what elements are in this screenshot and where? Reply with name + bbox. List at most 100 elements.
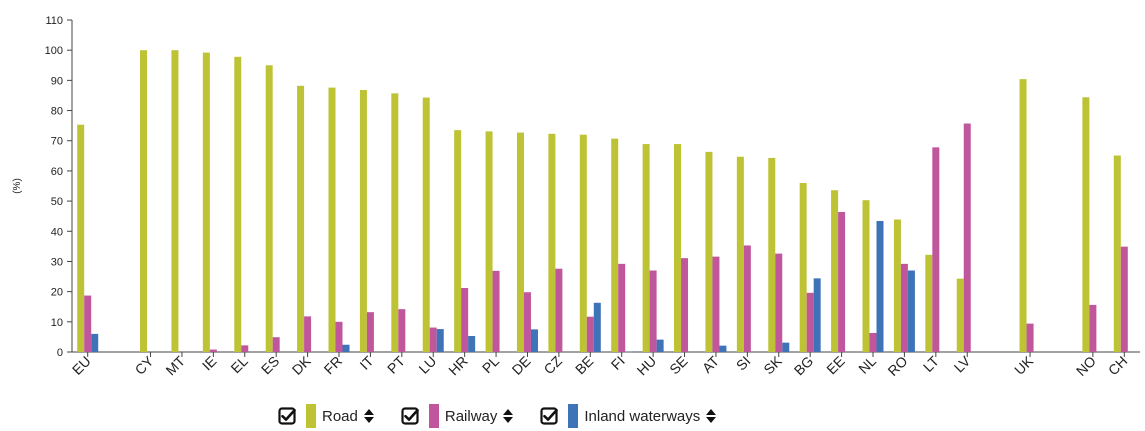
bar-railway-hu	[649, 270, 657, 352]
bar-road-fi	[611, 138, 619, 352]
bar-inland-waterways-ro	[907, 270, 915, 352]
checked-box-icon[interactable]	[278, 407, 296, 425]
x-tick-label: PL	[479, 353, 503, 377]
bar-railway-ro	[900, 263, 908, 352]
bar-inland-waterways-nl	[876, 221, 884, 352]
legend-item-railway[interactable]: Railway	[401, 404, 515, 428]
bar-road-de	[516, 132, 524, 352]
bar-road-lu	[422, 97, 430, 352]
bar-road-pl	[485, 131, 493, 352]
bar-road-el	[234, 56, 242, 353]
x-tick-label: MT	[162, 352, 188, 378]
bar-railway-ie	[209, 349, 217, 352]
y-tick-label: 30	[51, 256, 63, 268]
bar-chart: 0 10 20 30 40 50 60 70 80 90 100 110 (%) EU CY MT IE EL ES…	[12, 15, 1140, 379]
x-tick-label: SE	[666, 353, 691, 378]
x-tick-label: CY	[132, 352, 158, 378]
bar-railway-ch	[1120, 246, 1128, 352]
bar-railway-dk	[304, 316, 312, 352]
y-tick-label: 90	[51, 75, 63, 87]
x-tick-label: CZ	[540, 352, 565, 377]
bar-road-uk	[1019, 79, 1027, 352]
bar-railway-uk	[1026, 323, 1034, 352]
sort-icon[interactable]	[502, 407, 514, 425]
bar-inland-waterways-be	[593, 302, 601, 352]
x-tick-label: FI	[608, 353, 628, 373]
bar-railway-el	[241, 345, 249, 352]
bar-inland-waterways-eu	[91, 333, 99, 352]
sort-icon[interactable]	[363, 407, 375, 425]
bar-road-at	[705, 151, 713, 352]
x-tick-label: DE	[509, 353, 534, 378]
y-tick-label: 80	[51, 106, 63, 118]
bar-inland-waterways-lu	[436, 329, 444, 352]
x-tick-label: NO	[1073, 353, 1099, 379]
checked-box-icon[interactable]	[540, 407, 559, 425]
x-tick-label: BE	[572, 353, 597, 378]
bar-railway-es	[272, 337, 280, 352]
x-tick-label: BG	[791, 353, 817, 379]
bar-road-bg	[799, 182, 807, 352]
legend-item-road[interactable]: Road	[278, 404, 375, 428]
bar-road-lt	[925, 254, 933, 352]
bar-railway-pl	[492, 270, 500, 352]
legend-item-inland-waterways[interactable]: Inland waterways	[540, 404, 717, 428]
y-tick-label: 10	[51, 317, 63, 329]
bar-inland-waterways-fr	[342, 344, 350, 352]
x-tick-label: UK	[1011, 352, 1037, 378]
bar-road-pt	[391, 93, 399, 352]
x-tick-label: PT	[384, 352, 408, 376]
bar-inland-waterways-fi	[625, 351, 633, 353]
bar-road-fr	[328, 87, 336, 352]
y-tick-label: 20	[51, 287, 63, 299]
x-tick-label: EE	[823, 353, 848, 378]
bar-road-es	[265, 65, 273, 352]
checked-box-icon[interactable]	[401, 407, 419, 425]
bar-railway-nl	[869, 332, 877, 352]
bar-road-mt	[171, 50, 179, 352]
bar-road-se	[674, 144, 682, 352]
bar-railway-it	[366, 312, 374, 352]
y-tick-label: 50	[51, 196, 63, 208]
bar-road-lv	[956, 278, 964, 352]
x-tick-label: HU	[634, 353, 660, 379]
bar-railway-pt	[398, 309, 406, 352]
legend-label-road: Road	[322, 407, 358, 425]
x-tick-label: EL	[227, 353, 251, 377]
bar-railway-at	[712, 256, 720, 352]
y-tick-label: 110	[45, 15, 63, 27]
x-tick-label: SI	[733, 353, 754, 374]
bar-railway-lv	[963, 123, 971, 352]
bar-road-sk	[768, 157, 776, 352]
sort-icon[interactable]	[705, 407, 717, 425]
bar-road-cy	[140, 50, 148, 352]
x-tick-label: RO	[884, 353, 910, 379]
y-tick-label: 40	[51, 226, 63, 238]
x-tick-label: AT	[699, 352, 723, 376]
x-tick-label: NL	[855, 353, 879, 377]
bar-road-ee	[831, 190, 839, 352]
x-tick-label: EU	[69, 353, 94, 378]
legend-swatch-railway	[428, 404, 439, 428]
bar-inland-waterways-hu	[656, 339, 664, 352]
y-tick-label: 70	[51, 136, 63, 148]
x-tick-label: LT	[920, 353, 942, 375]
x-tick-label: IT	[356, 352, 376, 372]
bar-road-be	[579, 134, 587, 352]
bar-railway-fr	[335, 321, 343, 352]
bar-inland-waterways-de	[530, 329, 538, 352]
x-tick-label: SK	[760, 352, 785, 377]
bar-road-it	[359, 90, 367, 352]
bar-inland-waterways-hr	[468, 336, 476, 352]
legend-label-inland-waterways: Inland waterways	[584, 407, 701, 425]
bar-road-eu	[77, 124, 85, 352]
bar-railway-lt	[932, 147, 940, 352]
bar-railway-lu	[429, 327, 437, 352]
bar-railway-hr	[461, 288, 469, 352]
bar-inland-waterways-sk	[782, 342, 790, 352]
y-axis-label: (%)	[12, 178, 23, 194]
bar-inland-waterways-bg	[813, 278, 821, 352]
bar-road-si	[736, 156, 744, 352]
x-tick-label: LV	[951, 352, 974, 375]
